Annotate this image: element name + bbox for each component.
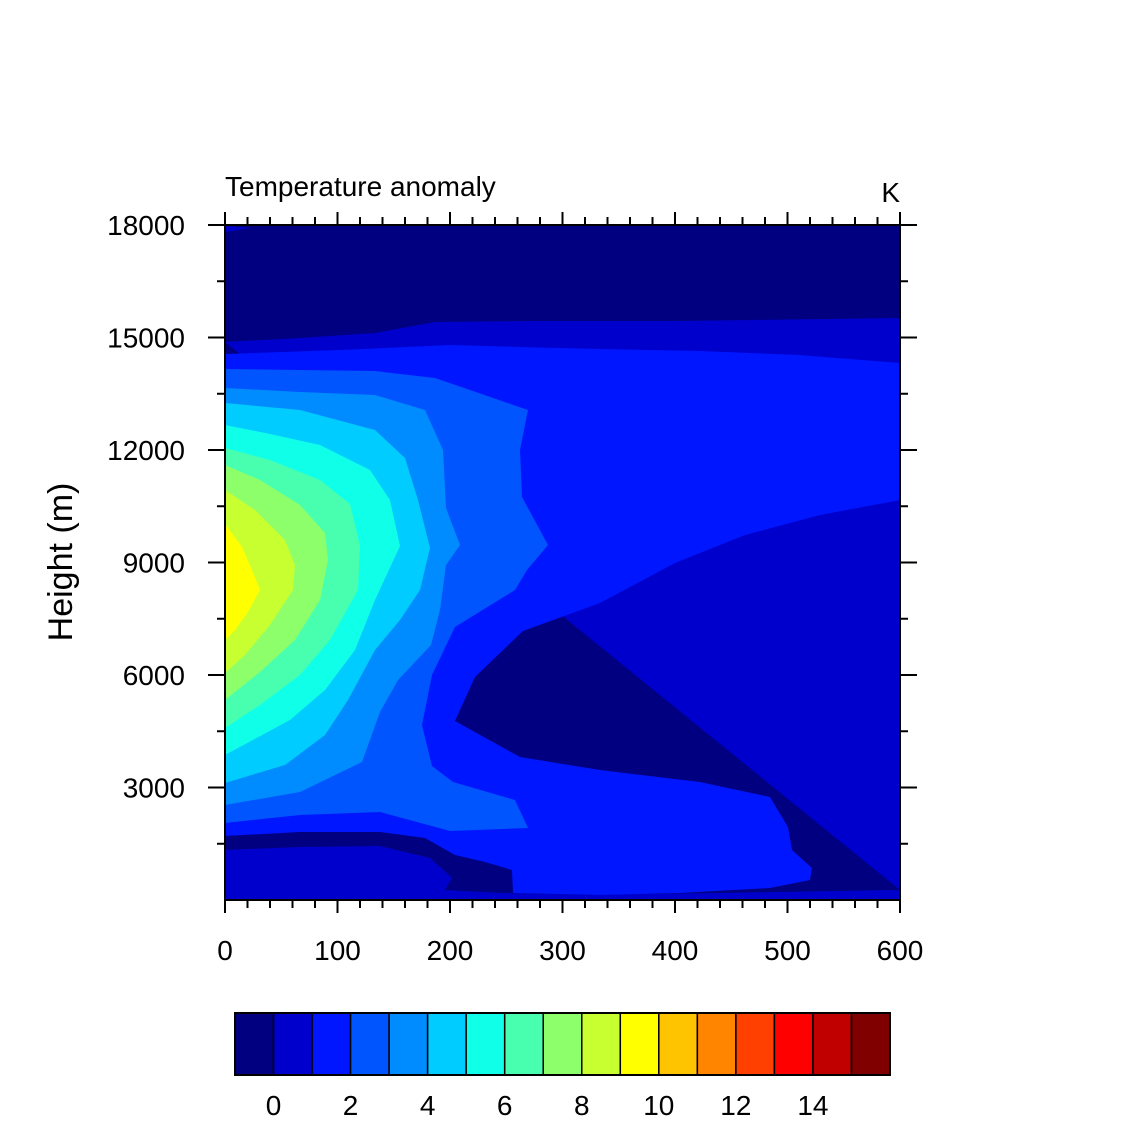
colorbar-swatch [234,1012,275,1076]
x-tick-label: 0 [217,935,233,966]
x-tick-label: 200 [427,935,474,966]
chart-title: Temperature anomaly [225,171,496,202]
y-axis-label: Height (m) [42,483,80,642]
colorbar-swatch [426,1012,467,1076]
colorbar-swatch [581,1012,622,1076]
colorbar-label: 2 [343,1090,359,1121]
contour-band-9 [225,490,295,673]
colorbar-swatch [388,1012,429,1076]
contour-edge-artifact [225,226,250,232]
colorbar-frame [234,1012,891,1076]
y-tick-label: 18000 [107,210,185,241]
contour-band-10 [225,524,260,640]
colorbar-swatch [658,1012,699,1076]
colorbar-label: 10 [643,1090,674,1121]
colorbar-swatch [773,1012,814,1076]
colorbar: 0 2 4 6 8 10 12 14 [234,1012,891,1121]
colorbar-swatch [812,1012,853,1076]
colorbar-swatch [272,1012,313,1076]
colorbar-swatch [850,1012,891,1076]
colorbar-label: 8 [574,1090,590,1121]
colorbar-label: 14 [797,1090,828,1121]
x-tick-label: 500 [764,935,811,966]
colorbar-label: 4 [420,1090,436,1121]
colorbar-swatch [311,1012,352,1076]
y-tick-label: 3000 [123,773,185,804]
x-tick-label: 400 [652,935,699,966]
colorbar-label: 6 [497,1090,513,1121]
y-tick-label: 6000 [123,660,185,691]
colorbar-swatch [619,1012,660,1076]
colorbar-swatch [735,1012,776,1076]
x-tick-label: 300 [539,935,586,966]
colorbar-label: 12 [720,1090,751,1121]
axes: 0 100 200 300 400 500 600 3000 6000 9000 12000 1500… [107,210,923,966]
x-tick-label: 100 [314,935,361,966]
y-tick-label: 15000 [107,323,185,354]
contour-fill [225,225,900,900]
units-label: K [881,177,900,208]
colorbar-swatch [465,1012,506,1076]
y-tick-label: 12000 [107,435,185,466]
x-tick-label: 600 [877,935,924,966]
colorbar-swatch [542,1012,583,1076]
y-tick-label: 9000 [123,548,185,579]
colorbar-swatch [503,1012,544,1076]
colorbar-swatch [696,1012,737,1076]
colorbar-label: 0 [266,1090,282,1121]
colorbar-swatch [349,1012,390,1076]
